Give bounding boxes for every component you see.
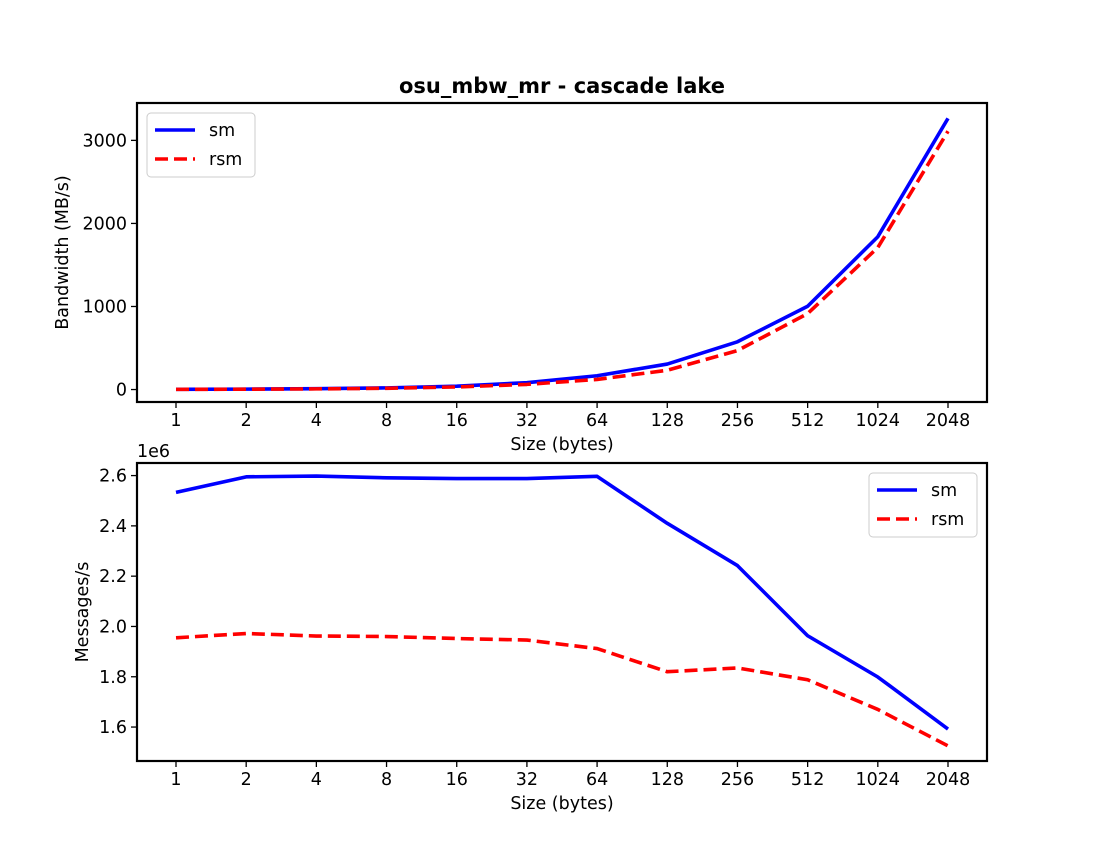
x-tick-label: 2: [241, 770, 252, 790]
chart-title: osu_mbw_mr - cascade lake: [399, 74, 725, 98]
legend-label-rsm: rsm: [209, 150, 242, 170]
x-axis-label: Size (bytes): [510, 794, 613, 814]
x-tick-label: 256: [721, 411, 754, 431]
x-tick-label: 16: [446, 770, 468, 790]
x-tick-label: 128: [651, 770, 684, 790]
x-tick-label: 2: [241, 411, 252, 431]
x-tick-label: 512: [791, 411, 824, 431]
y-axis-label: Messages/s: [73, 562, 93, 663]
plot-frame: [135, 461, 989, 763]
legend-label-rsm: rsm: [931, 510, 964, 530]
legend-label-sm: sm: [931, 481, 957, 501]
bandwidth-plot: 1 2 4 8 16 32 64 128 256 512 1024 2048 0 1000 2000 3000…: [53, 101, 989, 455]
y-tick-label: 2.2: [99, 567, 127, 587]
legend: sm rsm: [146, 112, 256, 178]
y-tick-label: 0: [116, 381, 127, 401]
x-tick-label: 4: [311, 770, 322, 790]
legend: sm rsm: [868, 472, 978, 538]
x-tick-label: 32: [516, 770, 538, 790]
x-tick-label: 1: [170, 411, 181, 431]
x-tick-label: 64: [586, 770, 608, 790]
y-tick-label: 1.8: [99, 668, 127, 688]
x-tick-label: 1: [170, 770, 181, 790]
x-tick-label: 512: [791, 770, 824, 790]
series-line-sm: [175, 117, 950, 392]
y-tick-label: 1000: [82, 297, 127, 317]
x-tick-label: 64: [586, 411, 608, 431]
x-tick-label: 16: [446, 411, 468, 431]
series-line-rsm: [175, 130, 950, 392]
y-offset-label: 1e6: [137, 442, 170, 462]
x-tick-label: 4: [311, 411, 322, 431]
x-tick-label: 2048: [926, 770, 971, 790]
y-tick-label: 2.4: [99, 517, 127, 537]
x-tick-label: 1024: [856, 770, 901, 790]
series-line-sm: [175, 474, 950, 731]
x-axis-label: Size (bytes): [510, 435, 613, 455]
message-rate-plot: 1 2 4 8 16 32 64 128 256 512 1024 2048 1.6 1.8 2.0 2.2 2…: [73, 442, 989, 814]
x-tick-label: 256: [721, 770, 754, 790]
y-tick-label: 2.0: [99, 617, 127, 637]
x-tick-label: 8: [381, 770, 392, 790]
x-tick-label: 128: [651, 411, 684, 431]
y-tick-label: 2000: [82, 214, 127, 234]
x-tick-label: 1024: [856, 411, 901, 431]
y-tick-label: 2.6: [99, 467, 127, 487]
x-tick-label: 2048: [926, 411, 971, 431]
series-line-rsm: [175, 631, 949, 748]
y-tick-label: 3000: [82, 131, 127, 151]
x-tick-label: 32: [516, 411, 538, 431]
y-tick-label: 1.6: [99, 718, 127, 738]
y-axis-label: Bandwidth (MB/s): [53, 175, 73, 330]
x-tick-label: 8: [381, 411, 392, 431]
legend-label-sm: sm: [209, 121, 235, 141]
plot-frame: [135, 101, 989, 404]
